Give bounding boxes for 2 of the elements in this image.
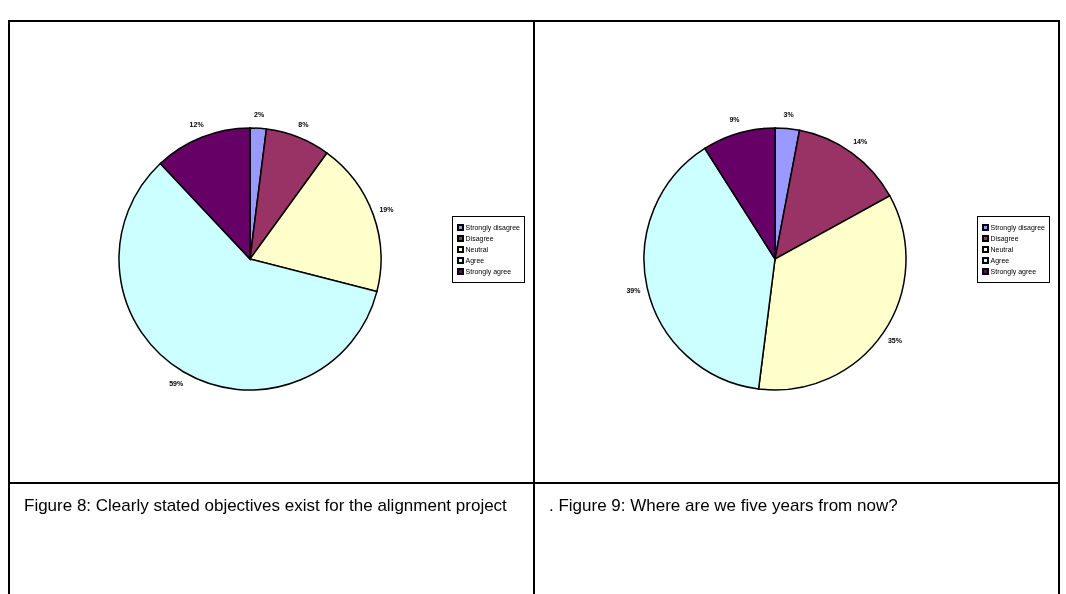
- text: . Figure 9: Where are we five years from now?: [549, 495, 899, 517]
- caption: Figure 8: Clearly stated objectives exist for the alignment project: [24, 495, 508, 517]
